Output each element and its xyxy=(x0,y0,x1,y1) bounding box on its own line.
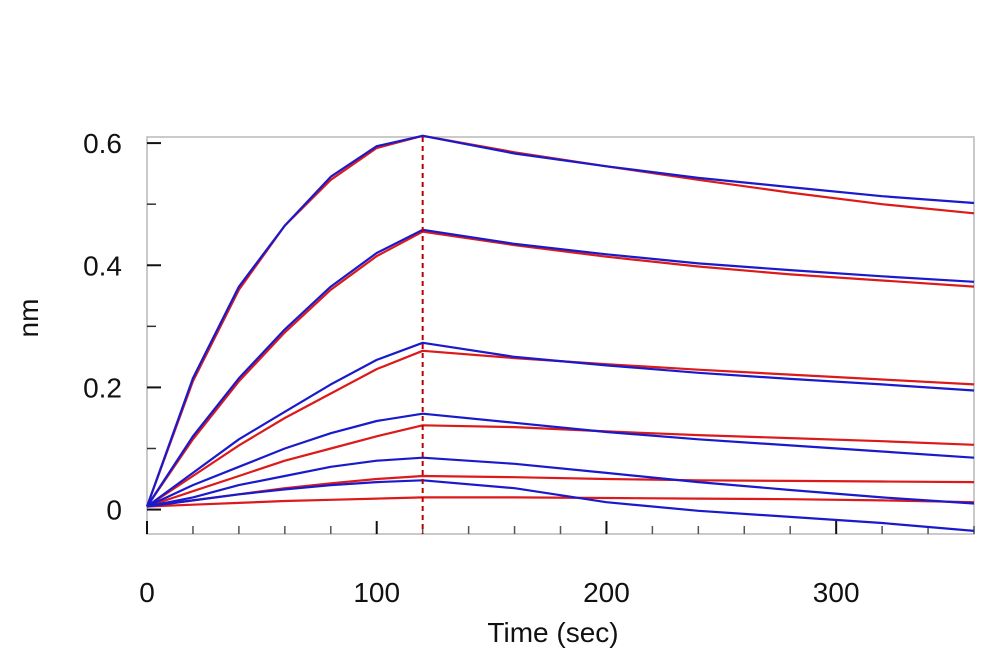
y-axis: 0 0.2 0.4 0.6 xyxy=(83,128,161,526)
x-axis: 0 100 200 300 xyxy=(139,521,975,608)
x-tick-label: 200 xyxy=(583,577,630,608)
y-axis-title: nm xyxy=(13,299,44,338)
x-tick-label: 0 xyxy=(139,577,155,608)
measured-curve xyxy=(146,456,975,508)
y-tick-label: 0.4 xyxy=(83,250,122,281)
measured-curve xyxy=(146,341,975,508)
x-tick-label: 100 xyxy=(353,577,400,608)
y-tick-label: 0 xyxy=(106,495,122,526)
x-tick-label: 300 xyxy=(813,577,860,608)
measured-curve xyxy=(146,412,975,508)
y-tick-label: 0.2 xyxy=(83,372,122,403)
series-layer xyxy=(145,134,975,532)
measured-curve xyxy=(145,134,975,507)
fit-curve xyxy=(146,349,975,508)
plot-frame xyxy=(146,136,975,535)
x-axis-title: Time (sec) xyxy=(487,617,618,648)
y-tick-label: 0.6 xyxy=(83,128,122,159)
